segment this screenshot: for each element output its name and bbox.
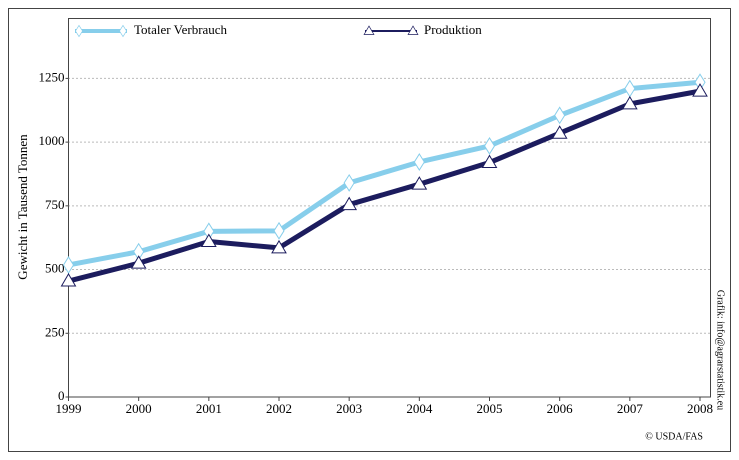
triangle-marker bbox=[407, 25, 419, 35]
y-axis-label: Gewicht in Tausend Tonnen bbox=[15, 134, 30, 280]
diamond-marker bbox=[119, 24, 127, 38]
triangle-marker bbox=[200, 233, 217, 248]
diamond-marker bbox=[483, 136, 496, 155]
x-tick-label: 2000 bbox=[126, 401, 152, 416]
y-tick-label: 500 bbox=[45, 261, 65, 276]
x-tick-label: 2007 bbox=[617, 401, 644, 416]
y-tick-label: 1000 bbox=[39, 133, 65, 148]
legend-label: Produktion bbox=[424, 22, 482, 37]
series-line bbox=[68, 79, 701, 268]
triangle-marker bbox=[692, 83, 708, 97]
triangle-marker bbox=[481, 154, 498, 169]
x-tick-label: 2006 bbox=[547, 401, 574, 416]
plot-frame bbox=[68, 18, 711, 398]
diamond-marker bbox=[343, 173, 355, 192]
triangle-marker bbox=[621, 95, 638, 110]
x-tick-label: 2004 bbox=[406, 401, 433, 416]
triangle-marker bbox=[551, 125, 568, 139]
triangle-marker bbox=[363, 25, 375, 35]
triangle-marker bbox=[130, 255, 147, 269]
legend-label: Totaler Verbrauch bbox=[134, 22, 228, 37]
triangle-marker bbox=[411, 176, 428, 190]
source: © USDA/FAS bbox=[645, 431, 703, 442]
triangle-marker bbox=[60, 273, 77, 287]
x-tick-label: 2001 bbox=[196, 401, 222, 416]
credit: Grafik: info@agrarstatistik.eu bbox=[715, 290, 726, 410]
series-line bbox=[67, 88, 701, 284]
diamond-marker bbox=[624, 79, 636, 98]
diamond-marker bbox=[75, 24, 83, 38]
diamond-marker bbox=[273, 221, 285, 240]
x-tick-label: 2002 bbox=[266, 401, 292, 416]
x-tick-label: 2008 bbox=[687, 401, 713, 416]
y-tick-label: 0 bbox=[58, 388, 65, 403]
triangle-marker bbox=[271, 239, 287, 254]
y-tick-label: 750 bbox=[45, 197, 65, 212]
diamond-marker bbox=[554, 106, 566, 125]
diamond-marker bbox=[413, 153, 425, 171]
x-tick-label: 1999 bbox=[56, 401, 82, 416]
y-tick-label: 250 bbox=[45, 324, 65, 339]
triangle-marker bbox=[341, 196, 358, 211]
x-tick-label: 2005 bbox=[477, 401, 503, 416]
y-tick-label: 1250 bbox=[39, 69, 65, 84]
x-tick-label: 2003 bbox=[336, 401, 362, 416]
diamond-marker bbox=[62, 256, 75, 274]
outer-frame bbox=[8, 8, 731, 452]
